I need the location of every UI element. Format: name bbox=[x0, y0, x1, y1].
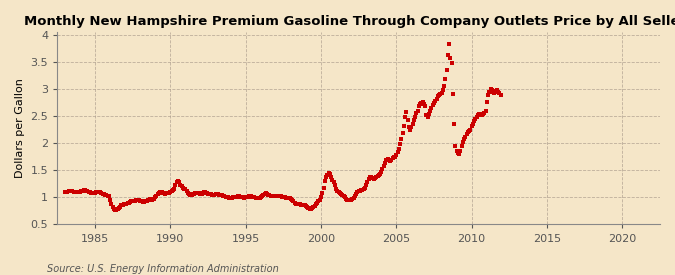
Title: Monthly New Hampshire Premium Gasoline Through Company Outlets Price by All Sell: Monthly New Hampshire Premium Gasoline T… bbox=[24, 15, 675, 28]
Y-axis label: Dollars per Gallon: Dollars per Gallon bbox=[15, 78, 25, 178]
Text: Source: U.S. Energy Information Administration: Source: U.S. Energy Information Administ… bbox=[47, 264, 279, 274]
